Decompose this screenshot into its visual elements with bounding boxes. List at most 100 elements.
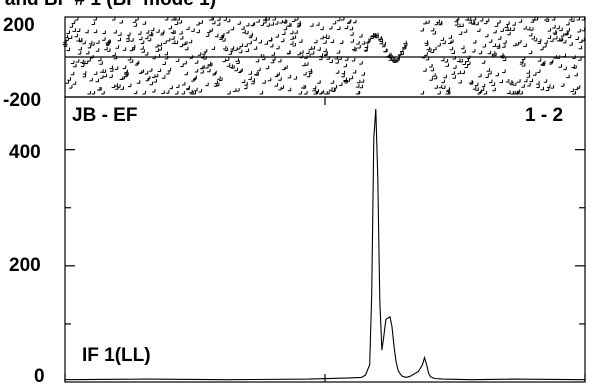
phase-point	[102, 69, 107, 73]
phase-point	[308, 70, 313, 74]
phase-point	[379, 40, 384, 45]
phase-point	[471, 49, 476, 53]
phase-point	[483, 91, 488, 95]
phase-point	[299, 39, 303, 43]
phase-point	[184, 41, 188, 45]
phase-point	[507, 31, 511, 36]
phase-point	[353, 19, 357, 24]
phase-point	[180, 63, 184, 68]
phase-point	[474, 82, 479, 87]
phase-point	[117, 84, 121, 88]
phase-point	[102, 30, 106, 34]
phase-point	[310, 51, 315, 55]
phase-point	[577, 29, 581, 33]
phase-point	[451, 50, 455, 54]
phase-point	[480, 87, 485, 92]
phase-point	[93, 29, 98, 34]
phase-point	[547, 35, 552, 39]
phase-point	[485, 18, 490, 22]
phase-point	[278, 58, 282, 63]
phase-point	[350, 39, 354, 43]
phase-point	[349, 75, 354, 80]
phase-point	[438, 21, 443, 26]
phase-point	[497, 36, 502, 40]
phase-point	[442, 40, 446, 45]
phase-point	[184, 71, 188, 76]
phase-point	[307, 54, 311, 58]
amplitude-axis-ticks	[64, 97, 586, 382]
phase-point	[507, 90, 511, 94]
phase-point	[349, 26, 354, 31]
phase-point	[290, 30, 294, 35]
phase-point	[320, 26, 324, 31]
phase-point	[237, 21, 241, 25]
phase-point	[551, 17, 556, 21]
phase-point	[282, 19, 287, 23]
corner-label: 1 - 2	[525, 105, 563, 126]
phase-point	[424, 42, 429, 46]
phase-point	[227, 91, 231, 95]
phase-point	[222, 38, 226, 42]
phase-point	[466, 55, 471, 59]
phase-point	[335, 60, 339, 64]
phase-point	[429, 77, 433, 81]
phase-point	[228, 51, 233, 55]
phase-point	[336, 17, 341, 22]
phase-point	[388, 52, 392, 57]
phase-point	[110, 68, 114, 72]
phase-point	[420, 28, 424, 32]
phase-point	[89, 77, 93, 82]
phase-point	[212, 20, 216, 25]
phase-point	[472, 40, 477, 44]
phase-point	[209, 28, 213, 32]
phase-point	[156, 29, 160, 33]
phase-point	[572, 55, 576, 59]
phase-point	[491, 51, 496, 55]
phase-point	[174, 21, 179, 25]
phase-point	[486, 68, 491, 72]
phase-point	[138, 31, 142, 35]
phase-point	[562, 53, 566, 58]
phase-point	[438, 84, 443, 89]
phase-point	[581, 37, 585, 42]
phase-point	[241, 79, 246, 83]
phase-point	[492, 43, 497, 47]
phase-point	[268, 37, 272, 41]
phase-point	[502, 44, 506, 48]
phase-point	[140, 46, 144, 50]
phase-point	[526, 70, 530, 74]
phase-point	[311, 46, 315, 50]
phase-point	[491, 82, 496, 86]
phase-point	[136, 80, 141, 84]
phase-point	[494, 23, 499, 27]
phase-point	[153, 79, 157, 83]
phase-point	[521, 84, 525, 88]
phase-point	[112, 17, 116, 21]
phase-point	[267, 77, 272, 82]
phase-point	[297, 22, 302, 27]
phase-point	[216, 22, 221, 26]
phase-point	[291, 18, 296, 22]
phase-point	[272, 17, 276, 21]
phase-point	[336, 50, 341, 54]
phase-point	[264, 41, 268, 45]
phase-point	[469, 80, 473, 84]
phase-point	[230, 46, 235, 50]
phase-point	[540, 46, 544, 51]
phase-point	[488, 39, 493, 43]
phase-point	[559, 27, 563, 32]
phase-point	[114, 66, 119, 70]
phase-point	[301, 85, 305, 89]
phase-point	[475, 87, 479, 91]
phase-point	[199, 20, 203, 24]
phase-point	[361, 72, 365, 76]
phase-point	[165, 90, 170, 94]
phase-point	[176, 84, 180, 88]
phase-point	[455, 17, 460, 21]
phase-point	[545, 87, 550, 91]
phase-point	[72, 81, 77, 85]
phase-point	[390, 57, 394, 61]
phase-point	[453, 65, 457, 69]
phase-point	[433, 46, 437, 51]
